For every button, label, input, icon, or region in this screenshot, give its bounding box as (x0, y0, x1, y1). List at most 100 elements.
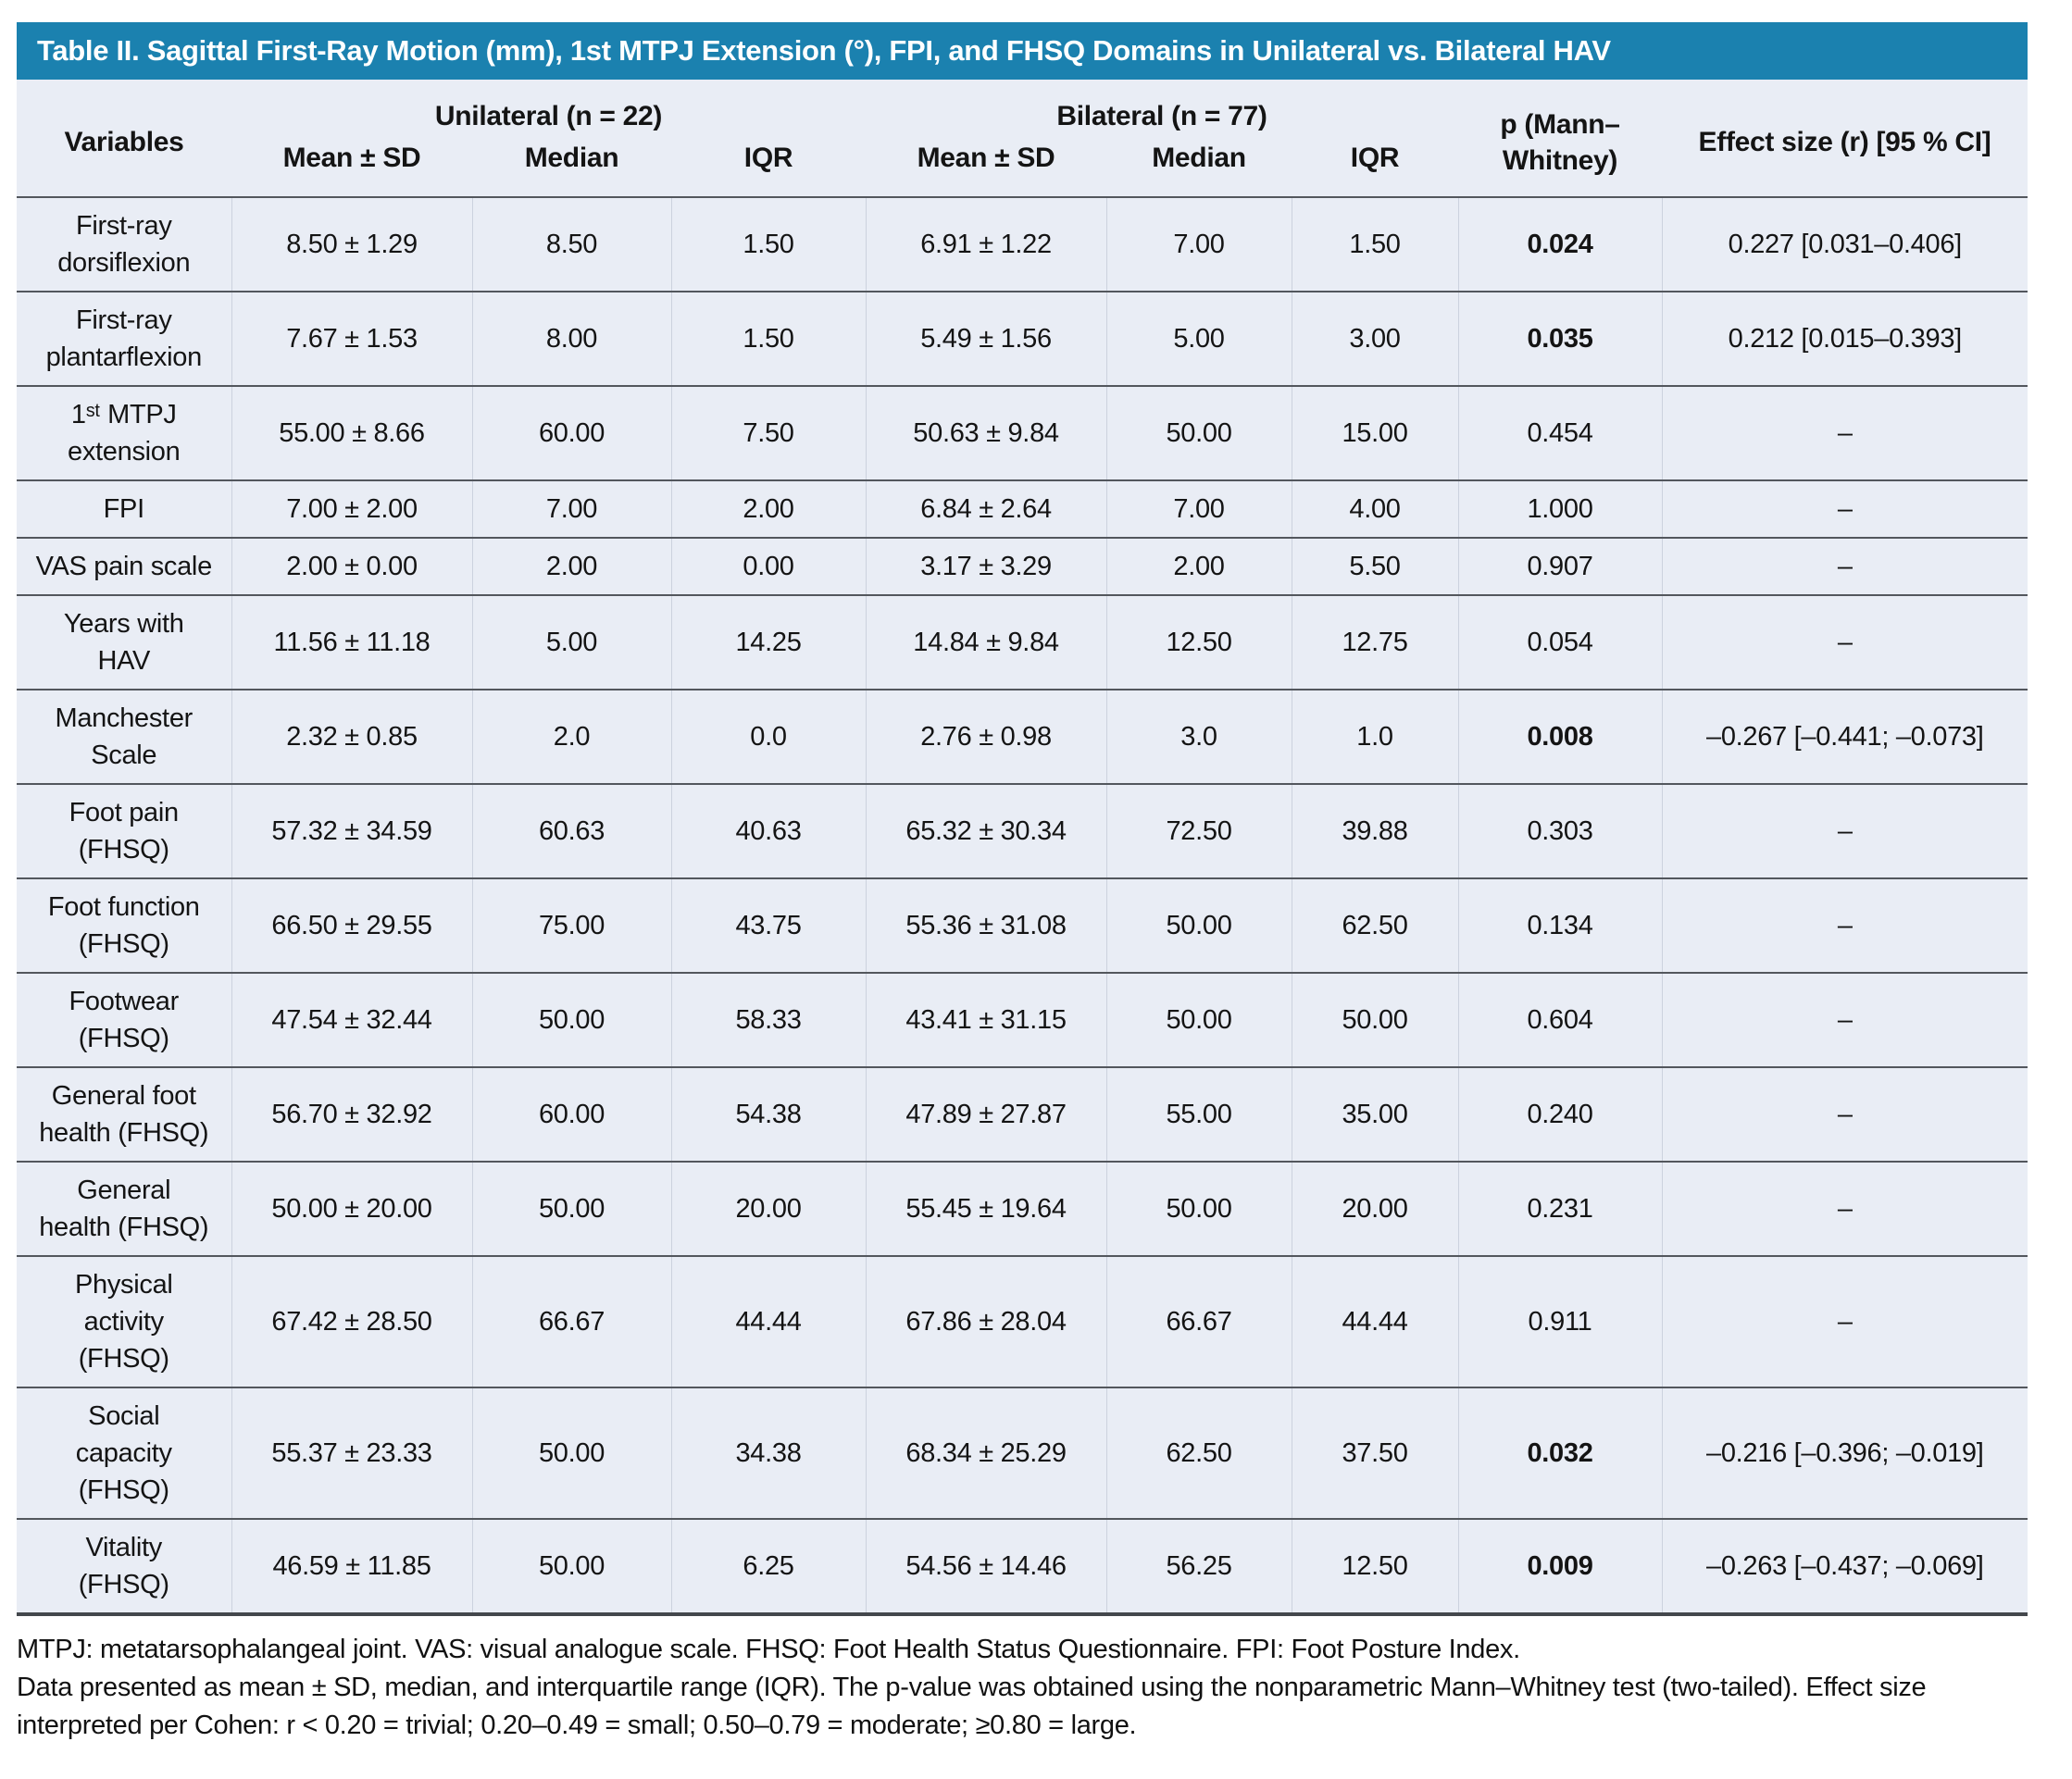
effect-size: –0.216 [–0.396; –0.019] (1661, 1387, 2028, 1520)
bilateral-iqr: 44.44 (1291, 1254, 1459, 1388)
unilateral-iqr: 54.38 (670, 1065, 867, 1162)
bilateral-iqr: 62.50 (1291, 877, 1459, 973)
bilateral-iqr: 15.00 (1291, 384, 1459, 480)
table-row: Social capacity (FHSQ) 55.37 ± 23.33 50.00… (17, 1387, 2028, 1520)
unilateral-iqr: 2.00 (670, 479, 867, 538)
bilateral-iqr: 1.0 (1291, 688, 1459, 784)
p-value: 0.907 (1457, 536, 1663, 595)
unilateral-mean-sd: 55.37 ± 23.33 (231, 1387, 472, 1520)
effect-size: – (1661, 782, 2028, 878)
column-header-bilateral-median: Median (1152, 142, 1246, 173)
unilateral-median: 50.00 (471, 1160, 671, 1256)
bilateral-mean-sd: 43.41 ± 31.15 (865, 971, 1107, 1067)
table-row: Manchester Scale 2.32 ± 0.85 2.0 0.0 2.76 ± … (17, 688, 2028, 784)
bilateral-median: 50.00 (1105, 971, 1292, 1067)
unilateral-median: 60.00 (471, 1065, 671, 1162)
unilateral-iqr: 0.0 (670, 688, 867, 784)
table-row: Footwear (FHSQ) 47.54 ± 32.44 50.00 58.33 43… (17, 971, 2028, 1067)
bilateral-mean-sd: 14.84 ± 9.84 (865, 593, 1107, 690)
bilateral-median: 3.0 (1105, 688, 1292, 784)
unilateral-iqr: 7.50 (670, 384, 867, 480)
column-header-unilateral-mean-sd: Mean ± SD (282, 142, 421, 173)
row-variable: Foot function (FHSQ) (17, 877, 231, 973)
footnote-abbreviations: MTPJ: metatarsophalangeal joint. VAS: vi… (17, 1635, 1520, 1665)
row-variable: Physical activity (FHSQ) (17, 1254, 231, 1388)
row-variable: 1ˢᵗ MTPJ extension (17, 384, 231, 480)
table-row: Physical activity (FHSQ) 67.42 ± 28.50 66.… (17, 1254, 2028, 1388)
table-row: Years with HAV 11.56 ± 11.18 5.00 14.25 14.8… (17, 593, 2028, 690)
unilateral-mean-sd: 8.50 ± 1.29 (231, 195, 472, 292)
bilateral-median: 5.00 (1105, 290, 1292, 386)
unilateral-iqr: 44.44 (670, 1254, 867, 1388)
column-header-bilateral-iqr: IQR (1350, 142, 1400, 173)
unilateral-median: 5.00 (471, 593, 671, 690)
unilateral-median: 50.00 (471, 1387, 671, 1520)
effect-size: 0.227 [0.031–0.406] (1661, 195, 2028, 292)
row-variable: First-ray plantarflexion (17, 290, 231, 386)
effect-size: – (1661, 593, 2028, 690)
bilateral-iqr: 50.00 (1291, 971, 1459, 1067)
unilateral-mean-sd: 67.42 ± 28.50 (231, 1254, 472, 1388)
unilateral-median: 60.00 (471, 384, 671, 480)
table-row: General health (FHSQ) 50.00 ± 20.00 50.00 2… (17, 1160, 2028, 1256)
row-variable: Years with HAV (17, 593, 231, 690)
unilateral-median: 8.50 (471, 195, 671, 292)
bilateral-median: 7.00 (1105, 195, 1292, 292)
row-variable: Footwear (FHSQ) (17, 971, 231, 1067)
effect-size: – (1661, 536, 2028, 595)
column-group-bilateral: Bilateral (n = 77) (1056, 100, 1267, 131)
bilateral-iqr: 20.00 (1291, 1160, 1459, 1256)
effect-size: – (1661, 1065, 2028, 1162)
footnote-methods: Data presented as mean ± SD, median, and… (17, 1673, 1927, 1741)
table-row: Foot pain (FHSQ) 57.32 ± 34.59 60.63 40.63 6… (17, 782, 2028, 878)
unilateral-iqr: 34.38 (670, 1387, 867, 1520)
unilateral-mean-sd: 66.50 ± 29.55 (231, 877, 472, 973)
unilateral-mean-sd: 46.59 ± 11.85 (231, 1518, 472, 1615)
row-variable: General foot health (FHSQ) (17, 1065, 231, 1162)
bilateral-mean-sd: 55.36 ± 31.08 (865, 877, 1107, 973)
unilateral-iqr: 0.00 (670, 536, 867, 595)
column-header-p-value: p (Mann– Whitney) (1500, 108, 1620, 176)
effect-size: 0.212 [0.015–0.393] (1661, 290, 2028, 386)
bilateral-mean-sd: 6.91 ± 1.22 (865, 195, 1107, 292)
unilateral-median: 75.00 (471, 877, 671, 973)
bilateral-mean-sd: 5.49 ± 1.56 (865, 290, 1107, 386)
table-row: First-ray plantarflexion 7.67 ± 1.53 8.00 1… (17, 290, 2028, 386)
unilateral-iqr: 1.50 (670, 195, 867, 292)
unilateral-median: 50.00 (471, 971, 671, 1067)
unilateral-mean-sd: 7.67 ± 1.53 (231, 290, 472, 386)
effect-size: – (1661, 384, 2028, 480)
unilateral-mean-sd: 57.32 ± 34.59 (231, 782, 472, 878)
bilateral-mean-sd: 55.45 ± 19.64 (865, 1160, 1107, 1256)
p-value: 0.454 (1457, 384, 1663, 480)
unilateral-mean-sd: 11.56 ± 11.18 (231, 593, 472, 690)
table-row: VAS pain scale 2.00 ± 0.00 2.00 0.00 3.17 ± … (17, 536, 2028, 595)
unilateral-median: 60.63 (471, 782, 671, 878)
unilateral-iqr: 20.00 (670, 1160, 867, 1256)
p-value: 0.231 (1457, 1160, 1663, 1256)
bilateral-iqr: 39.88 (1291, 782, 1459, 878)
table-footnotes: MTPJ: metatarsophalangeal joint. VAS: vi… (17, 1631, 2028, 1746)
unilateral-median: 2.0 (471, 688, 671, 784)
effect-size: – (1661, 877, 2028, 973)
unilateral-iqr: 14.25 (670, 593, 867, 690)
table-header: Variables Unilateral (n = 22) Bilateral … (17, 80, 2028, 197)
bilateral-median: 72.50 (1105, 782, 1292, 878)
p-value: 0.024 (1457, 195, 1663, 292)
table-row: General foot health (FHSQ) 56.70 ± 32.92 6… (17, 1065, 2028, 1162)
unilateral-mean-sd: 7.00 ± 2.00 (231, 479, 472, 538)
bilateral-median: 12.50 (1105, 593, 1292, 690)
bilateral-median: 2.00 (1105, 536, 1292, 595)
effect-size: – (1661, 479, 2028, 538)
bilateral-median: 62.50 (1105, 1387, 1292, 1520)
bilateral-iqr: 1.50 (1291, 195, 1459, 292)
effect-size: –0.263 [–0.437; –0.069] (1661, 1518, 2028, 1615)
unilateral-mean-sd: 50.00 ± 20.00 (231, 1160, 472, 1256)
p-value: 0.604 (1457, 971, 1663, 1067)
table-row: 1ˢᵗ MTPJ extension 55.00 ± 8.66 60.00 7.50 5… (17, 384, 2028, 480)
row-variable: Vitality (FHSQ) (17, 1518, 231, 1615)
row-variable: FPI (17, 479, 231, 538)
table-row: First-ray dorsiflexion 8.50 ± 1.29 8.50 1.5… (17, 195, 2028, 292)
bilateral-iqr: 35.00 (1291, 1065, 1459, 1162)
bilateral-iqr: 37.50 (1291, 1387, 1459, 1520)
